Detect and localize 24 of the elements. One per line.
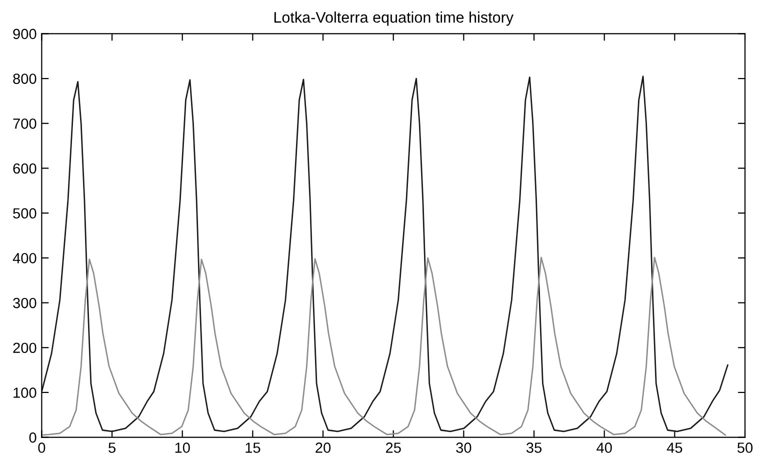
x-tick-label: 40 [596, 442, 612, 453]
y-tick-label: 500 [13, 208, 36, 219]
x-tick-label: 10 [175, 442, 190, 453]
y-tick-label: 600 [13, 163, 36, 174]
line-series [42, 256, 726, 436]
x-tick-label: 50 [737, 442, 753, 453]
x-tick-label: 20 [316, 442, 331, 453]
x-tick-label: 25 [386, 442, 401, 453]
y-tick-label: 100 [14, 388, 36, 398]
y-tick-label: 0 [29, 432, 36, 443]
y-tick-label: 900 [13, 28, 36, 40]
y-tick-label: 400 [12, 253, 36, 264]
y-tick-label: 800 [13, 74, 36, 84]
y-tick-label: 300 [13, 298, 36, 308]
x-tick-label: 35 [526, 442, 542, 453]
line-series [42, 76, 728, 432]
x-tick-label: 15 [246, 442, 260, 453]
y-tick-label: 200 [13, 342, 36, 354]
x-tick-label: 5 [108, 442, 116, 453]
x-tick-label: 0 [38, 442, 46, 453]
x-tick-label: 45 [666, 442, 682, 453]
y-tick-label: 700 [13, 118, 36, 129]
chart-title: Lotka-Volterra equation time history [274, 12, 514, 26]
x-tick-label: 30 [456, 442, 472, 453]
